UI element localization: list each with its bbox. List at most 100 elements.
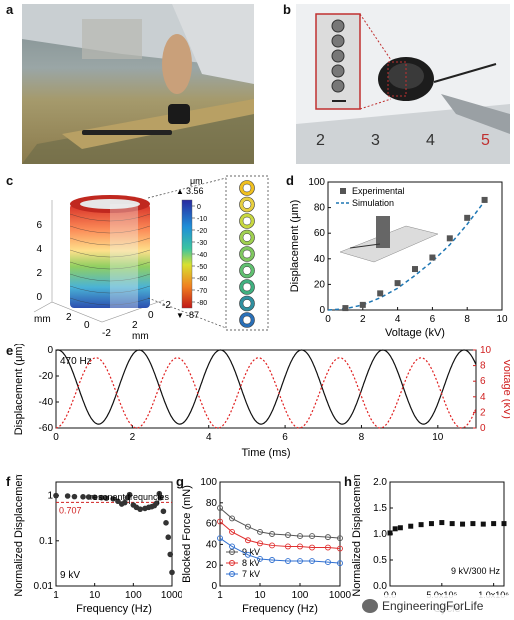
d-x-tick-label: 2 xyxy=(360,314,366,325)
f-voltage-annotation: 9 kV xyxy=(60,570,80,581)
g-series-point-2 xyxy=(285,558,291,564)
g-series-point-1 xyxy=(269,542,275,549)
g-x-tick-label: 1 xyxy=(217,590,223,601)
g-plot-frame xyxy=(219,481,341,587)
g-series-point-2 xyxy=(309,558,315,564)
wechat-icon xyxy=(362,599,378,613)
g-series-point-0 xyxy=(285,532,291,538)
f-data-point xyxy=(103,495,110,501)
photo-b: 2 3 4 5 xyxy=(296,4,510,164)
d-x-tick-label: 6 xyxy=(430,314,436,325)
panel-label-d: d xyxy=(286,173,294,188)
g-series-point-2 xyxy=(269,557,275,563)
h-y-tick-label: 2.0 xyxy=(373,477,387,488)
e-x-tick-label: 8 xyxy=(359,432,365,443)
c-zoom-ring-inner xyxy=(242,216,252,226)
f-y-axis-label: Normalized Displacement xyxy=(13,474,25,597)
c-z-tick-2: 2 xyxy=(36,268,42,279)
e-x-axis-label: Time (ms) xyxy=(241,447,290,459)
h-data-point xyxy=(439,520,445,526)
e-y-tick-label: -40 xyxy=(39,397,54,408)
g-series-point-0 xyxy=(337,535,343,542)
d-experimental-point xyxy=(464,214,471,221)
e-y-right-axis-label: Voltage (kV) xyxy=(501,359,510,419)
c-colorbar-tick-label: -60 xyxy=(197,276,207,283)
g-series-point-2 xyxy=(337,560,343,567)
g-series-point-0 xyxy=(297,533,303,540)
h-data-point xyxy=(428,521,434,527)
g-legend-marker-1 xyxy=(229,560,235,566)
e-x-tick-label: 0 xyxy=(53,432,59,443)
g-series-point-1 xyxy=(337,545,343,552)
h-data-point xyxy=(480,521,486,527)
g-x-tick-label: 10 xyxy=(254,590,266,601)
g-series-point-0 xyxy=(217,505,223,511)
h-y-tick-label: 0.5 xyxy=(373,555,387,566)
d-experimental-point xyxy=(412,266,418,273)
c-zoom-ring-inner xyxy=(242,249,252,259)
e-y-tick-label: -60 xyxy=(39,423,54,434)
f-data-point xyxy=(121,499,128,506)
c-colorbar-tick-label: -20 xyxy=(197,228,207,235)
f-data-point xyxy=(169,569,175,576)
g-series-point-2 xyxy=(217,535,223,542)
f-data-point xyxy=(64,493,71,499)
g-series-point-0 xyxy=(309,533,315,540)
c-y-tick-0: 0 xyxy=(148,310,154,321)
f-resonant-arrow-2 xyxy=(158,492,160,505)
h-data-point xyxy=(408,523,414,529)
chart-f: 1 10 100 1000 0.01 0.1 1 Frequency (Hz) Normaliz… xyxy=(13,474,182,615)
d-experimental-point xyxy=(481,196,488,203)
g-series-point-1 xyxy=(297,543,303,550)
e-plot-frame xyxy=(55,349,477,429)
h-data-point xyxy=(392,526,398,532)
d-y-tick-label: 40 xyxy=(314,254,326,265)
d-experimental-point xyxy=(446,235,453,242)
c-x-tick-2: 2 xyxy=(66,312,72,323)
d-y-tick-label: 100 xyxy=(308,177,325,188)
d-legend-label-experimental: Experimental xyxy=(352,186,405,196)
f-data-point xyxy=(165,534,172,541)
c-colorbar-tick-label: -70 xyxy=(197,288,207,295)
photo-a-scene xyxy=(22,4,254,164)
f-data-point xyxy=(53,492,59,499)
c-z-tick-4: 4 xyxy=(36,244,42,255)
c-z-tick-6: 6 xyxy=(36,220,42,231)
c-colorbar-tick-label: -30 xyxy=(197,240,207,247)
g-legend-marker-2 xyxy=(229,571,235,577)
g-legend-label-0: 9 kV xyxy=(242,547,260,557)
e-y-right-tick-label: 8 xyxy=(480,361,486,372)
e-x-tick-label: 4 xyxy=(206,432,212,443)
c-colorbar-ticks: 0 -10 -20 -30 -40 -50 -60 -70 -80 xyxy=(192,204,207,307)
c-x-tick-neg2: -2 xyxy=(102,328,111,339)
g-series-line-2 xyxy=(219,537,341,564)
g-legend-marker-0 xyxy=(229,549,235,555)
d-experimental-point xyxy=(342,305,349,312)
c-colorbar-tick-label: -80 xyxy=(197,300,207,307)
d-simulation-line xyxy=(327,200,486,311)
h-y-tick-label: 0.0 xyxy=(373,581,387,592)
f-data-point xyxy=(163,520,169,526)
h-y-axis-label: Normalized Displacement xyxy=(351,474,363,597)
f-x-axis-label: Frequency (Hz) xyxy=(76,603,152,615)
g-series-point-2 xyxy=(325,559,331,566)
g-series-point-0 xyxy=(257,528,263,535)
f-y-tick-label: 0.01 xyxy=(34,581,54,592)
c-zoom-ring-inner xyxy=(242,183,252,193)
f-y-tick-label: 0.1 xyxy=(39,536,53,547)
g-series-point-1 xyxy=(309,544,315,551)
f-data-point xyxy=(85,494,92,500)
f-data-point xyxy=(91,494,98,501)
c-colorbar-tick-label: 0 xyxy=(197,204,201,211)
ruler-number-2: 2 xyxy=(316,132,325,149)
panel-label-g: g xyxy=(176,474,184,489)
g-series-point-2 xyxy=(245,551,251,558)
panel-label-h: h xyxy=(344,474,352,489)
g-x-tick-label: 100 xyxy=(292,590,309,601)
h-y-tick-label: 1.0 xyxy=(373,529,387,540)
ruler-numbers: 2 3 4 5 xyxy=(296,132,510,154)
c-zoom-rings xyxy=(239,180,255,328)
d-inset-coil xyxy=(376,216,390,248)
e-y-axis-label: Displacement (μm) xyxy=(13,344,25,435)
